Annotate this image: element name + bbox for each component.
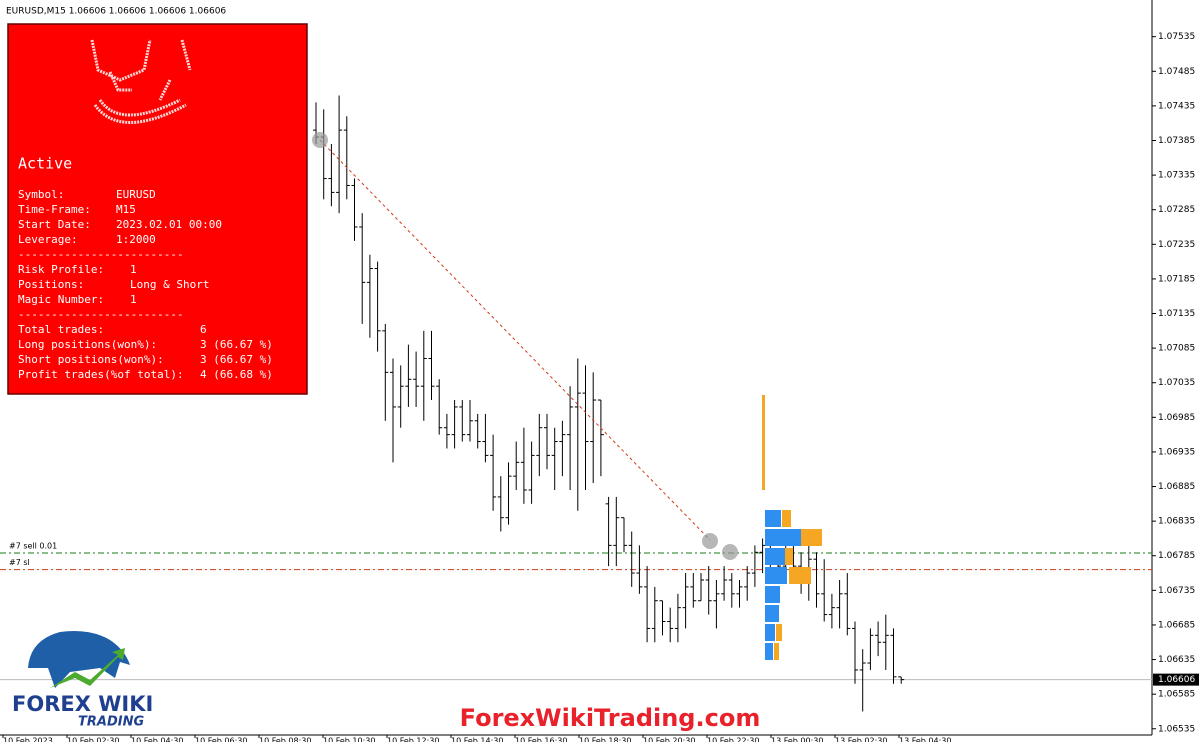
panel-value: 1:2000 — [116, 233, 156, 246]
y-tick-label: 1.06735 — [1158, 586, 1195, 596]
panel-value: 3 (66.67 %) — [200, 353, 273, 366]
panel-emblem — [90, 39, 187, 124]
panel-value: M15 — [116, 203, 136, 216]
x-tick-label: 13 Feb 00:30 — [771, 737, 823, 743]
x-tick-label: 10 Feb 10:30 — [323, 737, 375, 743]
y-tick-label: 1.07285 — [1158, 205, 1195, 215]
watermark: ForexWikiTrading.com — [460, 704, 761, 732]
y-tick-label: 1.06585 — [1158, 690, 1195, 700]
y-tick-label: 1.06535 — [1158, 724, 1195, 734]
panel-background — [7, 23, 308, 395]
x-tick-label: 10 Feb 20:30 — [643, 737, 695, 743]
volume-profile — [762, 395, 822, 660]
panel-label: Start Date: — [18, 218, 91, 231]
panel-label: Positions: — [18, 278, 84, 291]
current-price-box — [1153, 673, 1199, 686]
y-tick-label: 1.07485 — [1158, 67, 1195, 77]
trade-marker — [722, 544, 738, 560]
logo-subtext: TRADING — [78, 715, 144, 730]
panel-label: Profit trades(%of total): — [18, 368, 184, 381]
y-tick-label: 1.07335 — [1158, 171, 1195, 181]
panel-value: 6 — [200, 323, 207, 336]
x-tick-label: 10 Feb 06:30 — [195, 737, 247, 743]
y-tick-label: 1.06635 — [1158, 655, 1195, 665]
panel-rows: Symbol: EURUSD Time-Frame: M15 Start Date: 20… — [18, 188, 273, 381]
y-tick-label: 1.06685 — [1158, 620, 1195, 630]
panel-label: Short positions(won%): — [18, 353, 164, 366]
y-tick-label: 1.06885 — [1158, 482, 1195, 492]
y-tick-label: 1.07085 — [1158, 344, 1195, 354]
x-tick-label: 10 Feb 2023 — [3, 737, 53, 743]
x-tick-label: 13 Feb 02:30 — [835, 737, 887, 743]
panel-label: Total trades: — [18, 323, 104, 336]
panel-label: ------------------------- — [18, 308, 184, 321]
x-tick-label: 10 Feb 04:30 — [131, 737, 183, 743]
y-tick-label: 1.06835 — [1158, 517, 1195, 527]
panel-label: Risk Profile: — [18, 263, 104, 276]
panel-value: Long & Short — [130, 278, 209, 291]
panel-value: 1 — [130, 263, 137, 276]
x-tick-label: 10 Feb 22:30 — [707, 737, 759, 743]
panel-label: Symbol: — [18, 188, 64, 201]
logo-text: FOREX WIKI — [12, 692, 153, 716]
x-tick-label: 10 Feb 16:30 — [515, 737, 567, 743]
logo: FOREX WIKI TRADING — [12, 631, 153, 730]
panel-status: Active — [18, 155, 72, 173]
y-tick-label: 1.07235 — [1158, 240, 1195, 250]
panel-value: 4 (66.68 %) — [200, 368, 273, 381]
y-tick-label: 1.07185 — [1158, 274, 1195, 284]
panel-label: Time-Frame: — [18, 203, 91, 216]
info-panel: Active Symbol: EURUSD Time-Frame: M15 Start … — [7, 23, 308, 395]
x-tick-label: 10 Feb 12:30 — [387, 737, 439, 743]
panel-emblem — [158, 39, 192, 101]
y-tick-label: 1.06935 — [1158, 447, 1195, 457]
y-tick-label: 1.07135 — [1158, 309, 1195, 319]
level-label: #7 sl — [9, 558, 30, 567]
level-label: #7 sell 0.01 — [9, 541, 57, 550]
y-tick-label: 1.06985 — [1158, 413, 1195, 423]
x-tick-label: 10 Feb 08:30 — [259, 737, 311, 743]
current-price-label: 1.06606 — [1158, 675, 1195, 685]
panel-value: 3 (66.67 %) — [200, 338, 273, 351]
x-tick-label: 13 Feb 04:30 — [899, 737, 951, 743]
y-tick-label: 1.06785 — [1158, 551, 1195, 561]
panel-label: ------------------------- — [18, 248, 184, 261]
trade-marker — [312, 132, 328, 148]
panel-value: EURUSD — [116, 188, 156, 201]
logo-arrow — [50, 648, 125, 688]
logo-bull — [28, 631, 130, 688]
x-tick-label: 10 Feb 18:30 — [579, 737, 631, 743]
x-tick-label: 10 Feb 02:30 — [67, 737, 119, 743]
chart-header: EURUSD,M15 1.06606 1.06606 1.06606 1.066… — [6, 7, 226, 17]
panel-label: Long positions(won%): — [18, 338, 157, 351]
y-tick-label: 1.07535 — [1158, 32, 1195, 42]
panel-value: 1 — [130, 293, 137, 306]
y-tick-label: 1.07385 — [1158, 136, 1195, 146]
panel-value: 2023.02.01 00:00 — [116, 218, 222, 231]
trade-marker — [702, 533, 718, 549]
x-tick-label: 10 Feb 14:30 — [451, 737, 503, 743]
panel-label: Magic Number: — [18, 293, 104, 306]
panel-label: Leverage: — [18, 233, 78, 246]
y-tick-label: 1.07035 — [1158, 378, 1195, 388]
y-tick-label: 1.07435 — [1158, 101, 1195, 111]
